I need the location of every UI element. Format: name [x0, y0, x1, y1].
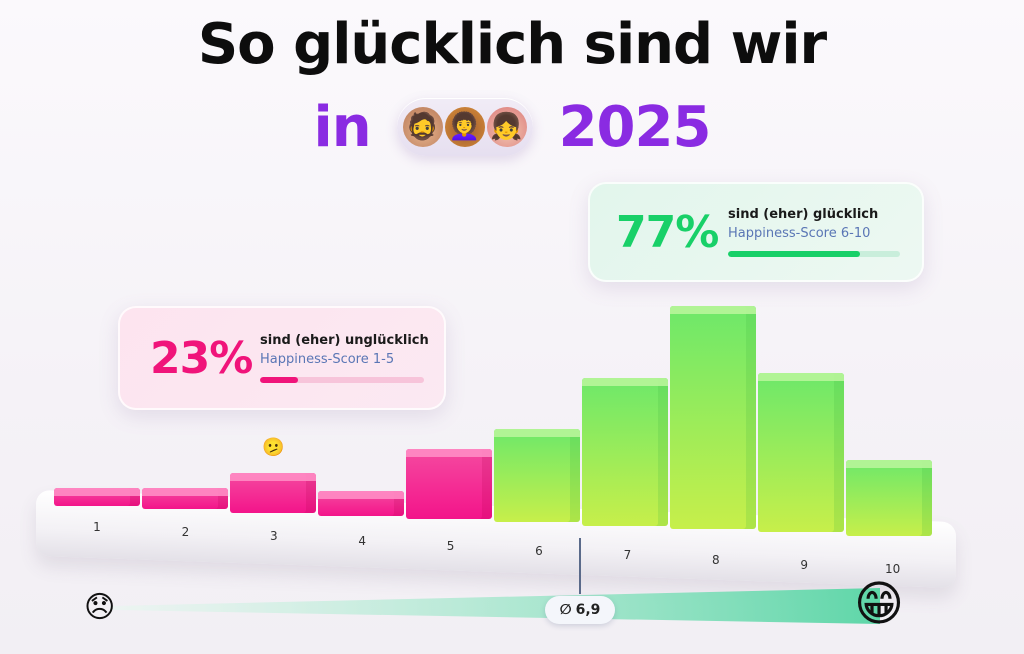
tick-label-9: 9 [800, 557, 808, 572]
unhappy-label: sind (eher) unglücklich [260, 333, 429, 348]
tick-label-5: 5 [446, 538, 455, 553]
title-in: in [313, 94, 372, 160]
happy-percent: 77% [616, 206, 719, 258]
tick-label-6: 6 [535, 543, 543, 558]
man-beard-avatar: 🧔 [402, 107, 443, 147]
tick-label-7: 7 [623, 548, 632, 563]
unhappy-progress-bar [260, 377, 424, 383]
bar-top-8 [670, 305, 756, 314]
tick-label-3: 3 [269, 529, 278, 544]
tick-label-10: 10 [884, 562, 901, 577]
page-title: So glücklich sind wir [197, 12, 827, 77]
bar-top-9 [758, 372, 844, 381]
happy-score-range: Happiness-Score 6-10 [728, 226, 871, 241]
unhappy-score-range: Happiness-Score 1-5 [260, 352, 395, 367]
woman-curly-avatar: 👩‍🦱 [444, 107, 485, 147]
bar-7 [582, 378, 668, 526]
average-badge: ∅ 6,9 [545, 596, 615, 624]
bar-top-3 [230, 472, 316, 481]
bar-top-4 [318, 491, 404, 500]
title-subline: in 🧔 👩‍🦱 👧 2025 [0, 92, 1024, 162]
bar-9 [758, 372, 844, 533]
bar-10 [846, 460, 932, 536]
bar-top-10 [846, 460, 932, 469]
bar-top-5 [406, 449, 492, 458]
happy-label: sind (eher) glücklich [728, 207, 879, 222]
grinning-face-icon: 😁 [854, 576, 905, 632]
average-value: 6,9 [575, 602, 601, 618]
bar-top-2 [142, 488, 228, 497]
happy-callout: 77% sind (eher) glücklich Happiness-Scor… [588, 182, 924, 282]
sad-face-icon: 😞 [84, 590, 116, 625]
avatar-group: 🧔 👩‍🦱 👧 [396, 98, 533, 156]
happy-progress-fill [728, 251, 861, 257]
unhappy-progress-fill [260, 377, 298, 383]
unhappy-callout: 23% sind (eher) unglücklich Happiness-Sc… [118, 306, 446, 410]
girl-cap-avatar: 👧 [486, 107, 527, 147]
tick-label-1: 1 [93, 520, 101, 534]
tick-label-4: 4 [358, 534, 366, 549]
average-symbol: ∅ [559, 602, 572, 618]
tick-label-8: 8 [711, 552, 720, 567]
title-year: 2025 [558, 94, 712, 160]
bar-8 [670, 305, 756, 530]
bar-top-1 [54, 488, 140, 497]
bar-6 [494, 429, 580, 523]
confused-face-icon: 🫤 [262, 436, 285, 458]
happy-progress-bar [728, 251, 900, 257]
tick-label-2: 2 [181, 524, 190, 539]
bar-5 [406, 449, 492, 520]
unhappy-percent: 23% [150, 332, 253, 384]
bar-top-7 [582, 378, 668, 387]
bar-top-6 [494, 429, 580, 438]
average-marker-line [579, 538, 581, 594]
